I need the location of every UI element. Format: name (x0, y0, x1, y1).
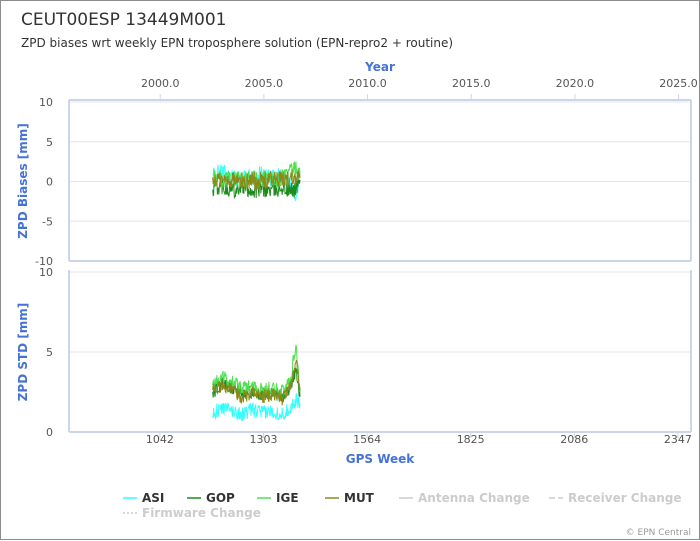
year-tick-label: 2025.0 (659, 77, 698, 90)
bias-panel: -10 -5 0 5 10 2000.0 2005.0 2010.0 2015.0 2020.0 2… (35, 77, 698, 268)
std-panel: 0 5 10 1042 1303 1564 1825 2086 2347 (39, 266, 692, 446)
legend-item-mut[interactable]: MUT (325, 491, 375, 505)
bias-series-mut[interactable] (212, 169, 301, 190)
legend-label: GOP (206, 491, 235, 505)
bias-y-axis-title: ZPD Biases [mm] (16, 123, 30, 239)
bias-y-tick-label: -5 (42, 215, 53, 228)
top-axis-title: Year (364, 60, 395, 74)
year-tick-label: 2015.0 (452, 77, 491, 90)
bias-series-ige[interactable] (212, 161, 301, 188)
gps-week-tick-label: 1042 (146, 433, 174, 446)
bias-y-tick-label: -10 (35, 255, 53, 268)
year-tick-label: 2005.0 (245, 77, 284, 90)
chart-title: CEUT00ESP 13449M001 (21, 10, 226, 30)
credit-text: © EPN Central (626, 528, 691, 538)
gps-week-tick-label: 1564 (353, 433, 381, 446)
legend-label: ASI (142, 491, 164, 505)
bias-y-tick-label: 10 (39, 96, 53, 109)
gps-week-tick-label: 2086 (560, 433, 588, 446)
std-series-mut[interactable] (212, 360, 301, 406)
chart-subtitle: ZPD biases wrt weekly EPN troposphere so… (21, 36, 453, 50)
legend-item-firmware-change[interactable]: Firmware Change (123, 506, 261, 520)
legend-label: IGE (276, 491, 299, 505)
std-y-axis-title: ZPD STD [mm] (16, 303, 30, 402)
legend-item-antenna-change[interactable]: Antenna Change (399, 491, 530, 505)
legend-item-asi[interactable]: ASI (123, 491, 164, 505)
legend: ASI GOP IGE MUT Antenna Change Receiver Chang… (123, 491, 682, 520)
gps-week-tick-label: 1303 (249, 433, 277, 446)
legend-label: Firmware Change (142, 506, 261, 520)
std-y-tick-label: 0 (46, 426, 53, 439)
year-tick-label: 2020.0 (556, 77, 595, 90)
legend-item-receiver-change[interactable]: Receiver Change (549, 491, 682, 505)
legend-label: Receiver Change (568, 491, 682, 505)
legend-label: MUT (344, 491, 375, 505)
gps-week-tick-label: 1825 (457, 433, 485, 446)
std-series-asi[interactable] (212, 393, 301, 422)
year-tick-label: 2000.0 (141, 77, 180, 90)
std-y-tick-label: 10 (39, 266, 53, 279)
std-y-tick-label: 5 (46, 346, 53, 359)
gps-week-tick-label: 2347 (664, 433, 692, 446)
legend-item-gop[interactable]: GOP (187, 491, 235, 505)
x-axis-title: GPS Week (346, 452, 416, 466)
legend-label: Antenna Change (418, 491, 530, 505)
bias-y-tick-label: 5 (46, 136, 53, 149)
legend-item-ige[interactable]: IGE (257, 491, 299, 505)
bias-y-tick-label: 0 (46, 176, 53, 189)
year-tick-label: 2010.0 (348, 77, 387, 90)
